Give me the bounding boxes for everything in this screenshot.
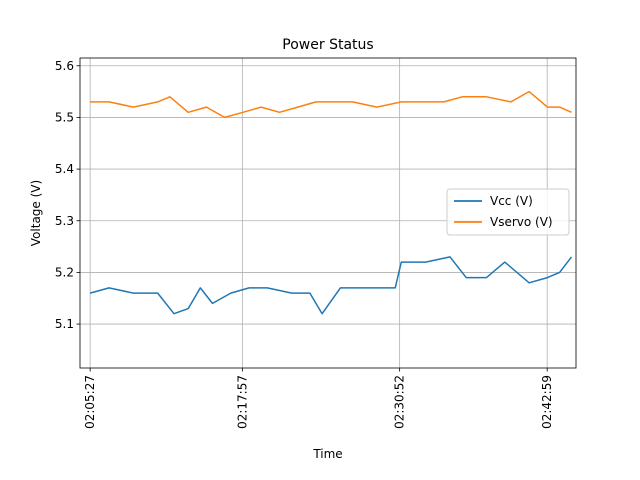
y-tick-label: 5.5 <box>55 110 74 124</box>
x-tick-label: 02:42:59 <box>540 375 554 429</box>
x-tick-label: 02:17:57 <box>235 375 249 429</box>
legend-label: Vcc (V) <box>490 194 533 208</box>
series-line-1 <box>90 90 572 119</box>
y-axis-label: Voltage (V) <box>29 180 43 246</box>
series-line-0 <box>89 256 573 315</box>
chart-title: Power Status <box>282 37 373 53</box>
x-tick-label: 02:30:52 <box>393 375 407 429</box>
plot-frame <box>79 57 577 369</box>
y-tick-label: 5.2 <box>55 265 74 279</box>
x-tick-label: 02:05:27 <box>83 375 97 429</box>
legend: Vcc (V) Vservo (V) <box>446 188 570 236</box>
y-tick-label: 5.6 <box>55 59 74 73</box>
y-tick-label: 5.3 <box>55 214 74 228</box>
series-layer <box>89 90 573 315</box>
y-axis: 5.1 5.2 5.3 5.4 5.5 5.6 <box>55 59 80 331</box>
x-axis: 02:05:27 02:17:57 02:30:52 02:42:59 <box>83 368 554 429</box>
legend-label: Vservo (V) <box>490 215 553 229</box>
y-tick-label: 5.4 <box>55 162 74 176</box>
x-axis-label: Time <box>312 447 342 461</box>
y-tick-label: 5.1 <box>55 317 74 331</box>
